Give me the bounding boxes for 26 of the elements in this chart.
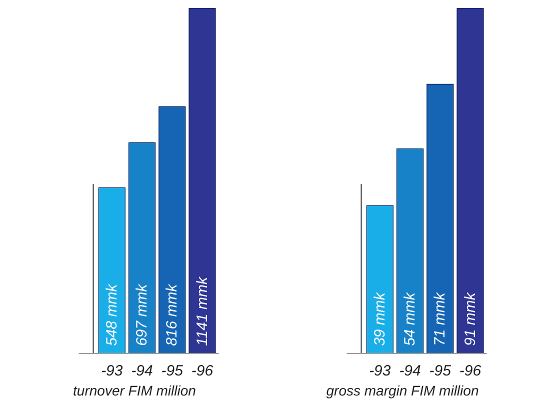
x-tick-label: -94 — [131, 362, 153, 380]
data-label: 816 mmk — [164, 282, 181, 346]
data-label: 548 mmk — [103, 282, 120, 346]
data-label: 54 mmk — [402, 291, 419, 346]
bar — [366, 205, 394, 354]
x-tick-label: -93 — [369, 362, 392, 380]
x-tick-label: -96 — [191, 362, 214, 380]
x-tick-label: -94 — [399, 362, 421, 380]
data-label: 39 mmk — [371, 291, 388, 346]
data-label: 1141 mmk — [194, 276, 211, 346]
data-label: 697 mmk — [134, 282, 151, 346]
data-label: 71 mmk — [432, 291, 449, 346]
bar — [158, 106, 186, 354]
x-tick-label: -96 — [459, 362, 482, 380]
bar — [426, 84, 454, 354]
bar — [456, 8, 484, 354]
x-axis-title: turnover FIM million — [73, 382, 196, 398]
bar — [128, 142, 156, 354]
x-axis-title: gross margin FIM million — [326, 382, 479, 398]
bar — [98, 187, 126, 354]
x-tick-label: -93 — [101, 362, 124, 380]
x-tick-label: -95 — [429, 362, 452, 380]
bar — [188, 8, 216, 354]
bar — [396, 148, 424, 354]
x-tick-label: -95 — [161, 362, 184, 380]
data-label: 91 mmk — [462, 291, 479, 346]
